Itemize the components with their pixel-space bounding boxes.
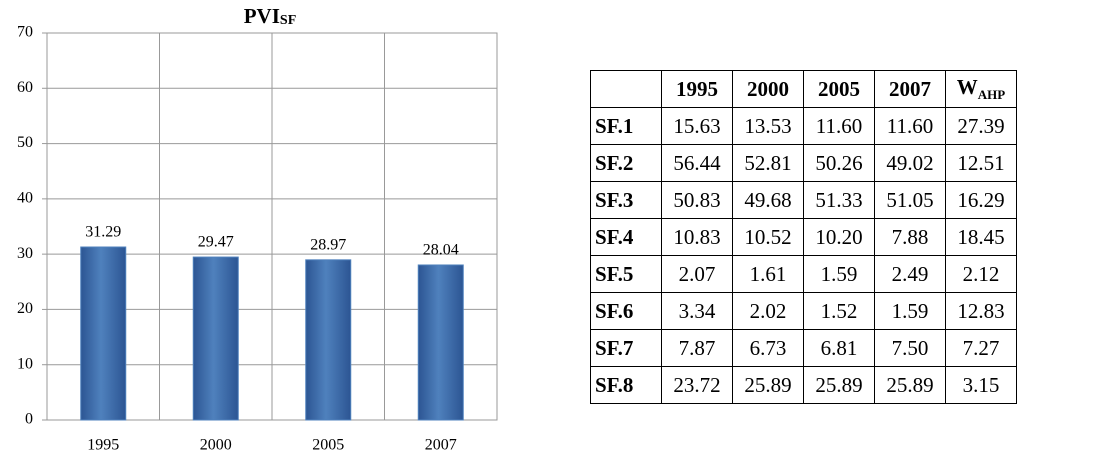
table-cell: 23.72 <box>661 366 733 404</box>
table-cell: 2.07 <box>661 255 733 293</box>
table-cell: 2.02 <box>732 292 804 330</box>
corner <box>590 70 662 108</box>
table-row: SF.5 2.07 1.61 1.59 2.49 2.12 <box>590 255 1017 293</box>
table-cell: 12.51 <box>945 144 1017 182</box>
row-label: SF.8 <box>590 366 662 404</box>
x-tick-label: 2000 <box>200 437 232 454</box>
y-tick-label: 60 <box>17 79 33 96</box>
table-cell: 25.89 <box>732 366 804 404</box>
table-cell: 56.44 <box>661 144 733 182</box>
table-cell: 3.34 <box>661 292 733 330</box>
row-label: SF.2 <box>590 144 662 182</box>
table-cell: 25.89 <box>874 366 946 404</box>
title-sub: SF <box>280 13 296 28</box>
bar <box>305 259 352 421</box>
table-cell: 13.53 <box>732 107 804 145</box>
table-cell: 49.02 <box>874 144 946 182</box>
row-label: SF.5 <box>590 255 662 293</box>
table-cell: 1.52 <box>803 292 875 330</box>
data-table: 1995 2000 2005 2007 WAHP SF.1 15.63 13.53 11.60… <box>590 70 1017 404</box>
y-tick-label: 70 <box>17 24 33 41</box>
table-cell: 18.45 <box>945 218 1017 256</box>
table-cell: 11.60 <box>874 107 946 145</box>
row-label: SF.4 <box>590 218 662 256</box>
table-cell: 3.15 <box>945 366 1017 404</box>
row-label: SF.7 <box>590 329 662 367</box>
y-tick-label: 0 <box>25 411 33 428</box>
y-tick-label: 20 <box>17 300 33 317</box>
column-header: 2000 <box>732 70 804 108</box>
table-cell: 7.88 <box>874 218 946 256</box>
column-header: 2005 <box>803 70 875 108</box>
table-cell: 15.63 <box>661 107 733 145</box>
value-label: 28.04 <box>423 242 459 259</box>
x-tick-label: 1995 <box>87 437 119 454</box>
table-cell: 7.87 <box>661 329 733 367</box>
bar <box>192 256 239 421</box>
row-label: SF.6 <box>590 292 662 330</box>
table-cell: 27.39 <box>945 107 1017 145</box>
weight-header-text: W <box>956 74 978 99</box>
table-cell: 6.81 <box>803 329 875 367</box>
weight-header-sub: AHP <box>977 87 1006 103</box>
table-row: SF.8 23.72 25.89 25.89 25.89 3.15 <box>590 366 1017 404</box>
table-cell: 51.05 <box>874 181 946 219</box>
y-tick-label: 30 <box>17 245 33 262</box>
value-label: 31.29 <box>85 224 121 241</box>
table-cell: 10.20 <box>803 218 875 256</box>
table-cell: 51.33 <box>803 181 875 219</box>
table-cell: 1.61 <box>732 255 804 293</box>
bar <box>80 246 127 421</box>
table-row: SF.3 50.83 49.68 51.33 51.05 16.29 <box>590 181 1017 219</box>
bar <box>417 264 464 421</box>
table-row: SF.6 3.34 2.02 1.52 1.59 12.83 <box>590 292 1017 330</box>
table-body: SF.1 15.63 13.53 11.60 11.60 27.39 SF.2 56.44 52… <box>590 107 1017 404</box>
value-label: 29.47 <box>198 234 234 251</box>
table-cell: 11.60 <box>803 107 875 145</box>
table-cell: 50.26 <box>803 144 875 182</box>
table-cell: 1.59 <box>803 255 875 293</box>
table-cell: 2.49 <box>874 255 946 293</box>
x-tick-label: 2005 <box>312 437 344 454</box>
y-tick-label: 40 <box>17 190 33 207</box>
table-cell: 2.12 <box>945 255 1017 293</box>
row-label: SF.1 <box>590 107 662 145</box>
table-row: SF.7 7.87 6.73 6.81 7.50 7.27 <box>590 329 1017 367</box>
header-row: 1995 2000 2005 2007 WAHP <box>590 70 1017 108</box>
table-row: SF.1 15.63 13.53 11.60 11.60 27.39 <box>590 107 1017 145</box>
row-label: SF.3 <box>590 181 662 219</box>
table-cell: 52.81 <box>732 144 804 182</box>
chart-title: PVISF <box>244 4 297 28</box>
chart: PVISF 0 10 20 30 40 50 60 70 1995 31.29 2000 29.47 2… <box>17 4 498 454</box>
table-row: SF.4 10.83 10.52 10.20 7.88 18.45 <box>590 218 1017 256</box>
table-row: SF.2 56.44 52.81 50.26 49.02 12.51 <box>590 144 1017 182</box>
table-cell: 16.29 <box>945 181 1017 219</box>
value-label: 28.97 <box>310 237 346 254</box>
table-cell: 7.27 <box>945 329 1017 367</box>
table-cell: 1.59 <box>874 292 946 330</box>
x-tick-label: 2007 <box>425 437 457 454</box>
table-cell: 6.73 <box>732 329 804 367</box>
table-cell: 7.50 <box>874 329 946 367</box>
column-header: 2007 <box>874 70 946 108</box>
table-cell: 50.83 <box>661 181 733 219</box>
column-header: 1995 <box>661 70 733 108</box>
weight-header: WAHP <box>945 70 1017 108</box>
table-cell: 49.68 <box>732 181 804 219</box>
y-tick-label: 10 <box>17 355 33 372</box>
table-cell: 10.83 <box>661 218 733 256</box>
title-main: PVI <box>244 4 280 28</box>
table-cell: 10.52 <box>732 218 804 256</box>
table-cell: 25.89 <box>803 366 875 404</box>
table-cell: 12.83 <box>945 292 1017 330</box>
y-tick-label: 50 <box>17 134 33 151</box>
